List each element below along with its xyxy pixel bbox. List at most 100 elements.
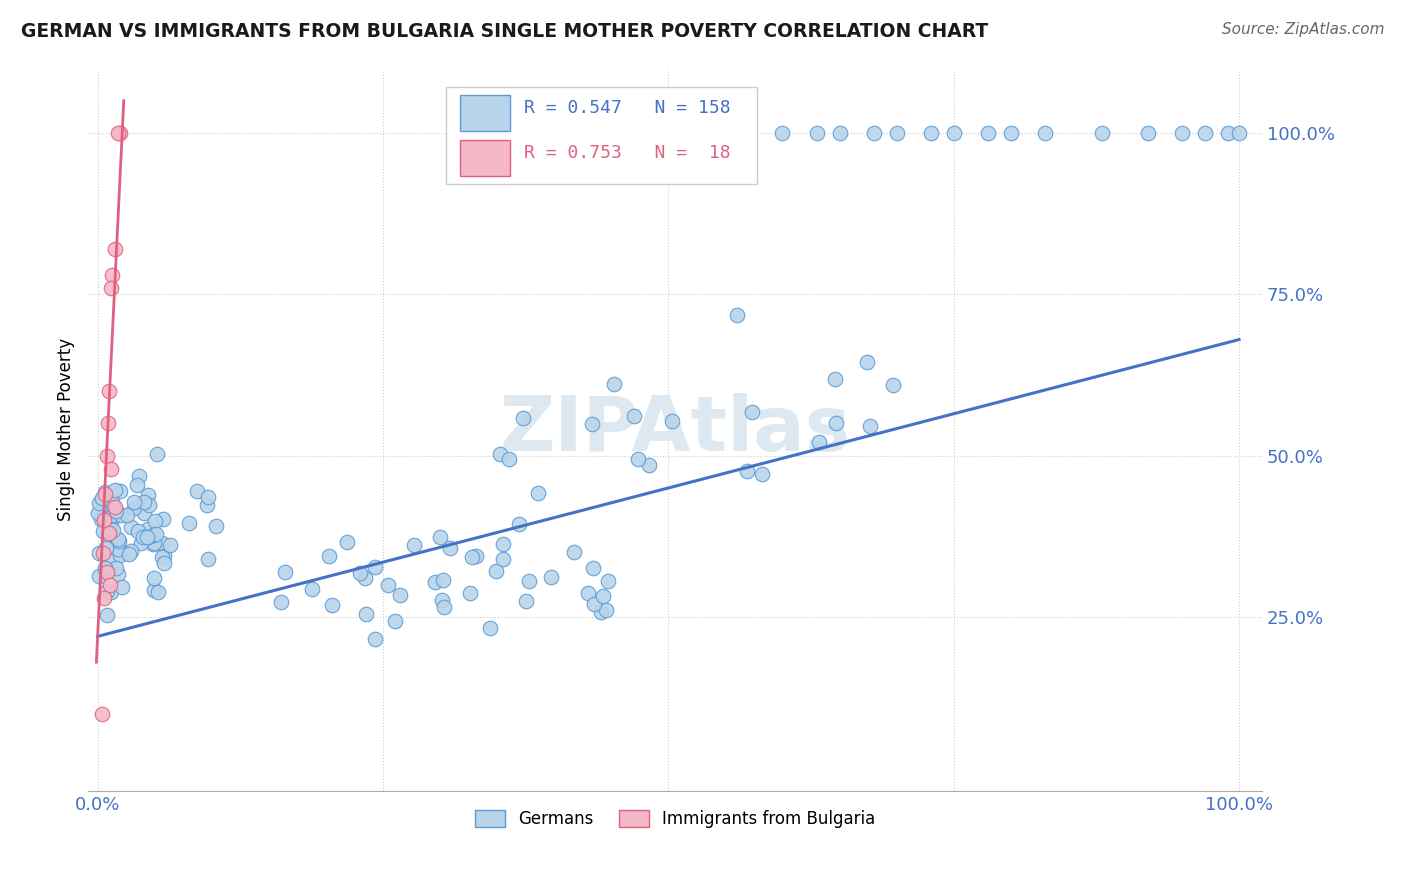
Point (595, 603, 617, 617)
Point (824, 372, 846, 386)
Point (100, 519, 122, 533)
Point (87, 546, 110, 560)
Point (627, 452, 650, 467)
Point (91, 706, 114, 721)
Point (354, 607, 377, 621)
Point (138, 488, 160, 502)
Point (90, 512, 112, 526)
Point (94, 561, 117, 575)
Point (855, 355, 877, 369)
Point (108, 484, 131, 499)
Bar (460, 95, 509, 131)
Point (96, 607, 118, 622)
Point (143, 571, 166, 585)
FancyBboxPatch shape (446, 87, 758, 184)
Point (492, 537, 515, 551)
Point (143, 582, 166, 597)
Point (125, 477, 148, 491)
Point (488, 447, 510, 461)
Point (479, 622, 502, 636)
Point (146, 446, 169, 460)
Text: R = 0.547   N = 158: R = 0.547 N = 158 (524, 99, 730, 117)
Text: GERMAN VS IMMIGRANTS FROM BULGARIA SINGLE MOTHER POVERTY CORRELATION CHART: GERMAN VS IMMIGRANTS FROM BULGARIA SINGL… (21, 22, 988, 41)
Point (354, 571, 377, 585)
Point (364, 632, 387, 647)
Point (142, 537, 165, 551)
Point (186, 483, 208, 498)
Point (97, 384, 120, 399)
Point (751, 467, 773, 481)
Point (564, 544, 586, 558)
Point (91, 545, 114, 559)
Point (429, 530, 451, 544)
Point (623, 409, 645, 424)
Point (485, 564, 508, 578)
Point (101, 508, 124, 522)
Point (100, 281, 122, 295)
Point (152, 557, 174, 571)
Point (737, 126, 759, 140)
Point (576, 586, 599, 600)
Point (100, 461, 122, 475)
Point (94, 485, 117, 500)
Point (100, 585, 122, 599)
Point (105, 504, 128, 518)
Point (512, 411, 534, 425)
Point (96, 528, 118, 542)
Point (862, 126, 884, 140)
Point (1136, 126, 1159, 140)
Point (349, 566, 371, 581)
Bar (460, 140, 509, 177)
Point (977, 126, 1000, 140)
Point (101, 524, 124, 538)
Point (942, 126, 965, 140)
Point (828, 126, 851, 140)
Point (596, 574, 619, 588)
Point (94, 512, 117, 526)
Point (270, 595, 292, 609)
Point (159, 538, 181, 552)
Point (384, 614, 406, 628)
Point (150, 536, 173, 550)
Point (1091, 126, 1114, 140)
Point (122, 500, 145, 515)
Point (150, 550, 173, 565)
Point (1171, 126, 1194, 140)
Legend: Germans, Immigrants from Bulgaria: Germans, Immigrants from Bulgaria (468, 804, 882, 835)
Point (464, 549, 486, 563)
Point (87, 507, 110, 521)
Point (737, 464, 759, 478)
Point (1216, 126, 1239, 140)
Point (388, 588, 411, 602)
Point (120, 544, 142, 558)
Point (432, 600, 454, 615)
Point (603, 377, 626, 392)
Point (430, 592, 453, 607)
Point (91, 492, 114, 507)
Point (110, 508, 132, 522)
Point (581, 417, 603, 431)
Point (128, 469, 150, 483)
Point (98, 550, 121, 565)
Point (741, 405, 763, 419)
Point (458, 586, 481, 600)
Point (107, 567, 129, 582)
Point (806, 126, 828, 140)
Point (274, 565, 297, 579)
Point (153, 549, 176, 563)
Point (582, 561, 605, 575)
Point (122, 495, 145, 509)
Point (661, 414, 683, 428)
Point (107, 126, 129, 140)
Point (377, 578, 399, 592)
Point (101, 500, 124, 514)
Point (96, 541, 118, 555)
Point (336, 535, 359, 549)
Point (100, 530, 122, 544)
Point (461, 549, 484, 564)
Point (104, 560, 127, 574)
Point (91, 491, 114, 505)
Point (498, 451, 520, 466)
Point (143, 536, 166, 550)
Point (508, 516, 530, 531)
